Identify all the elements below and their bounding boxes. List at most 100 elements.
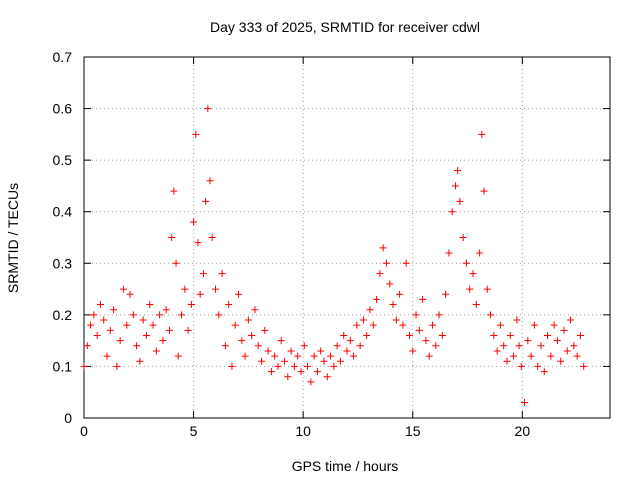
data-point (493, 347, 501, 355)
data-point (515, 342, 523, 350)
data-point (93, 331, 101, 339)
data-point (570, 342, 578, 350)
data-point (241, 352, 249, 360)
data-point (261, 326, 269, 334)
data-point (373, 295, 381, 303)
data-point (170, 187, 178, 195)
data-point (294, 352, 302, 360)
data-point (297, 368, 305, 376)
x-tick-label: 15 (405, 423, 421, 439)
data-point (350, 352, 358, 360)
data-point (356, 342, 364, 350)
data-point (517, 362, 525, 370)
data-point (576, 331, 584, 339)
data-point (540, 368, 548, 376)
data-point (456, 197, 464, 205)
data-point (333, 342, 341, 350)
data-point (405, 331, 413, 339)
data-point (277, 337, 285, 345)
data-point (238, 337, 246, 345)
chart-title: Day 333 of 2025, SRMTID for receiver cdw… (210, 19, 480, 35)
data-point (165, 326, 173, 334)
data-point (415, 326, 423, 334)
data-point (206, 177, 214, 185)
tick-labels: 0 5 10 15 20 0 0.1 0.2 0.3 0.4 0.5 0.6 0.7 (53, 49, 531, 439)
data-point (317, 347, 325, 355)
data-point (126, 290, 134, 298)
data-point (133, 342, 141, 350)
data-point (445, 249, 453, 257)
data-point (90, 311, 98, 319)
data-point (119, 285, 127, 293)
data-point (215, 311, 223, 319)
y-tick-label: 0.3 (53, 255, 73, 271)
data-point (129, 311, 137, 319)
data-point (96, 301, 104, 309)
data-point (419, 295, 427, 303)
data-point (483, 285, 491, 293)
y-axis-label: SRMTID / TECUs (5, 183, 21, 293)
data-point (251, 306, 259, 314)
data-point (472, 301, 480, 309)
data-point (264, 347, 272, 355)
x-axis-label: GPS time / hours (292, 458, 399, 474)
data-point (560, 326, 568, 334)
data-point (524, 337, 532, 345)
data-point (544, 331, 552, 339)
data-point (553, 337, 561, 345)
data-point (389, 301, 397, 309)
data-point (87, 321, 95, 329)
data-point (366, 306, 374, 314)
data-point (459, 234, 467, 241)
x-tick-label: 0 (80, 423, 88, 439)
data-point (228, 362, 236, 370)
data-point (274, 362, 282, 370)
data-point (103, 352, 111, 360)
data-point (307, 378, 315, 386)
data-point (113, 362, 121, 370)
axis-ticks (83, 56, 610, 419)
data-point (136, 357, 144, 365)
data-point (343, 347, 351, 355)
data-point (178, 311, 186, 319)
data-point (320, 357, 328, 365)
data-point (399, 321, 407, 329)
data-point (248, 331, 256, 339)
x-tick-label: 10 (295, 423, 311, 439)
data-point (580, 362, 588, 370)
data-point (123, 321, 131, 329)
data-point (202, 197, 210, 205)
data-point (327, 352, 335, 360)
data-point (425, 352, 433, 360)
y-tick-label: 0.6 (53, 101, 73, 117)
data-point (300, 342, 308, 350)
data-point (369, 321, 377, 329)
data-point (139, 316, 147, 324)
data-point (80, 362, 88, 370)
data-point (149, 321, 157, 329)
data-point (573, 352, 581, 360)
data-point (258, 357, 266, 365)
data-point (547, 352, 555, 360)
data-point (187, 301, 195, 309)
data-point (500, 342, 508, 350)
data-point (462, 259, 470, 267)
data-point (448, 208, 456, 216)
data-point (490, 331, 498, 339)
data-point (221, 342, 229, 350)
data-point (537, 342, 545, 350)
data-point (527, 352, 535, 360)
data-point (557, 357, 565, 365)
data-point (510, 352, 518, 360)
data-point (422, 337, 430, 345)
y-tick-label: 0.4 (53, 204, 73, 220)
data-point (359, 316, 367, 324)
plot-frame (83, 56, 611, 419)
data-point (172, 259, 180, 267)
data-point (438, 331, 446, 339)
data-point (156, 311, 164, 319)
data-point (267, 368, 275, 376)
data-point (550, 321, 558, 329)
data-point (204, 105, 212, 113)
